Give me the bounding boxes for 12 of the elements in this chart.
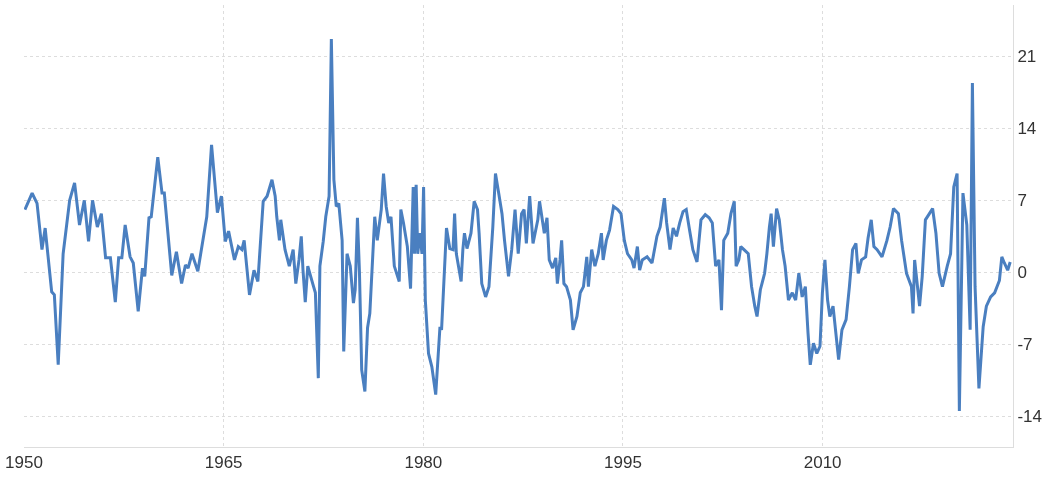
x-tick-label: 1995 <box>604 453 642 473</box>
x-tick-label: 2010 <box>803 453 842 473</box>
x-tick-label: 1950 <box>5 453 43 473</box>
y-tick-label: 0 <box>1017 263 1027 283</box>
y-tick-label: -7 <box>1017 335 1033 355</box>
y-tick-label: -14 <box>1017 407 1042 427</box>
x-tick-label: 1965 <box>204 453 243 473</box>
y-tick-label: 14 <box>1017 119 1037 139</box>
line-series <box>24 37 1012 413</box>
y-tick-label: 21 <box>1017 47 1037 67</box>
y-tick-label: 7 <box>1017 191 1027 211</box>
x-tick-label: 1980 <box>404 453 443 473</box>
